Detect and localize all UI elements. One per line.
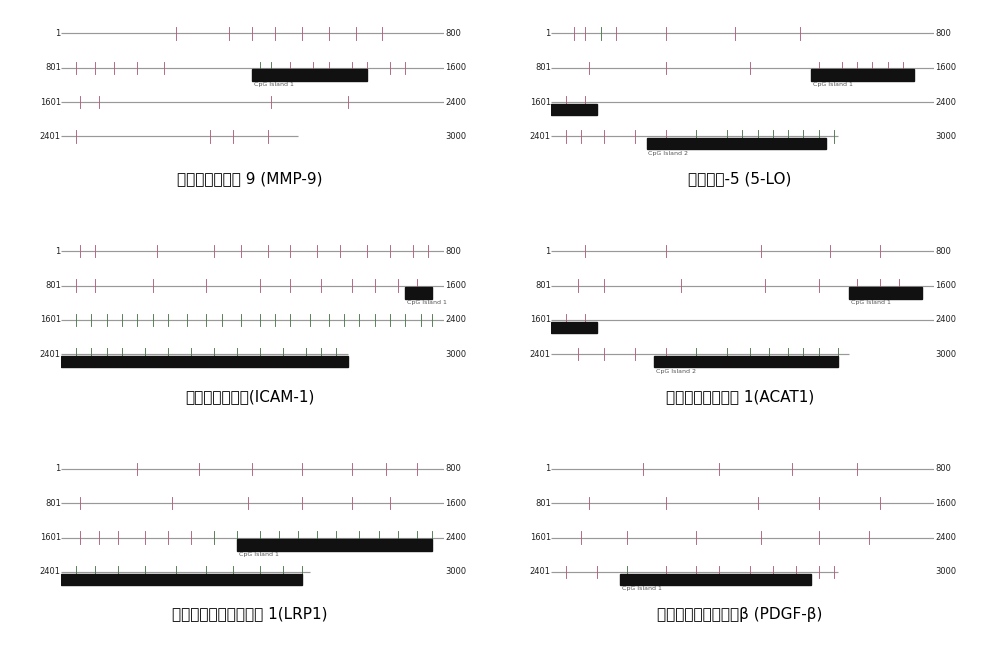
Text: 1601: 1601 <box>40 98 61 106</box>
Bar <box>811 69 914 81</box>
Text: CpG Island 2: CpG Island 2 <box>656 368 696 374</box>
Text: 1601: 1601 <box>530 98 551 106</box>
Text: 1: 1 <box>56 465 61 473</box>
Text: 1: 1 <box>56 247 61 255</box>
Text: 2401: 2401 <box>40 568 61 576</box>
Text: 1600: 1600 <box>935 499 956 508</box>
Text: CpG Island 1: CpG Island 1 <box>407 300 447 305</box>
Text: 2401: 2401 <box>530 568 551 576</box>
Text: CpG Island 1: CpG Island 1 <box>622 586 661 591</box>
Text: CpG Island 2: CpG Island 2 <box>648 150 688 156</box>
Text: 1: 1 <box>546 465 551 473</box>
Text: 2401: 2401 <box>530 350 551 358</box>
Text: 3000: 3000 <box>445 350 466 358</box>
Text: 800: 800 <box>445 247 461 255</box>
Text: CpG Island 1: CpG Island 1 <box>239 552 279 557</box>
Text: 1: 1 <box>546 247 551 255</box>
Text: 801: 801 <box>45 499 61 508</box>
Text: CpG Island 1: CpG Island 1 <box>851 300 891 305</box>
Text: 2400: 2400 <box>445 315 466 324</box>
Text: 801: 801 <box>535 499 551 508</box>
Text: 金属基质蛋白酶 9 (MMP-9): 金属基质蛋白酶 9 (MMP-9) <box>177 171 323 186</box>
Bar <box>237 539 432 550</box>
Text: 脂氧合酶-5 (5-LO): 脂氧合酶-5 (5-LO) <box>688 171 792 186</box>
Text: CpG Island 1: CpG Island 1 <box>813 82 853 87</box>
Text: 1600: 1600 <box>445 499 466 508</box>
Bar <box>551 321 597 333</box>
Text: 800: 800 <box>445 29 461 38</box>
Text: 800: 800 <box>935 465 951 473</box>
Text: CpG Island 1: CpG Island 1 <box>254 82 294 87</box>
Text: 1601: 1601 <box>40 315 61 324</box>
Bar <box>252 69 367 81</box>
Text: 2400: 2400 <box>935 98 956 106</box>
Text: 细胞间粘附分子(ICAM-1): 细胞间粘附分子(ICAM-1) <box>185 389 315 404</box>
Text: 2400: 2400 <box>445 533 466 542</box>
Text: 3000: 3000 <box>445 568 466 576</box>
Text: 1600: 1600 <box>445 63 466 72</box>
Text: 低密度脂蛋白相关受体 1(LRP1): 低密度脂蛋白相关受体 1(LRP1) <box>172 607 328 622</box>
Text: 1601: 1601 <box>40 533 61 542</box>
Text: 血小板源性生长因子β (PDGF-β): 血小板源性生长因子β (PDGF-β) <box>657 607 823 622</box>
Bar <box>551 104 597 115</box>
Text: 801: 801 <box>45 63 61 72</box>
Bar <box>646 138 826 149</box>
Bar <box>620 574 811 585</box>
Text: 1: 1 <box>56 29 61 38</box>
Text: 800: 800 <box>935 29 951 38</box>
Text: 801: 801 <box>45 281 61 290</box>
Text: 1601: 1601 <box>530 315 551 324</box>
Text: 1600: 1600 <box>935 281 956 290</box>
Bar <box>61 574 302 585</box>
Text: 2401: 2401 <box>530 132 551 141</box>
Text: 胆固醇酰基转移酶 1(ACAT1): 胆固醇酰基转移酶 1(ACAT1) <box>666 389 814 404</box>
Text: 1: 1 <box>546 29 551 38</box>
Bar <box>849 287 922 298</box>
Text: 2400: 2400 <box>935 315 956 324</box>
Text: 3000: 3000 <box>935 568 956 576</box>
Text: 800: 800 <box>445 465 461 473</box>
Text: 3000: 3000 <box>935 132 956 141</box>
Text: 2401: 2401 <box>40 132 61 141</box>
Text: 2400: 2400 <box>935 533 956 542</box>
Text: 1601: 1601 <box>530 533 551 542</box>
Text: 800: 800 <box>935 247 951 255</box>
Text: 801: 801 <box>535 63 551 72</box>
Text: 1600: 1600 <box>935 63 956 72</box>
Bar <box>654 356 838 367</box>
Text: 1600: 1600 <box>445 281 466 290</box>
Bar <box>61 356 348 367</box>
Text: 3000: 3000 <box>935 350 956 358</box>
Bar <box>405 287 432 298</box>
Text: 3000: 3000 <box>445 132 466 141</box>
Text: 2401: 2401 <box>40 350 61 358</box>
Text: 2400: 2400 <box>445 98 466 106</box>
Text: 801: 801 <box>535 281 551 290</box>
